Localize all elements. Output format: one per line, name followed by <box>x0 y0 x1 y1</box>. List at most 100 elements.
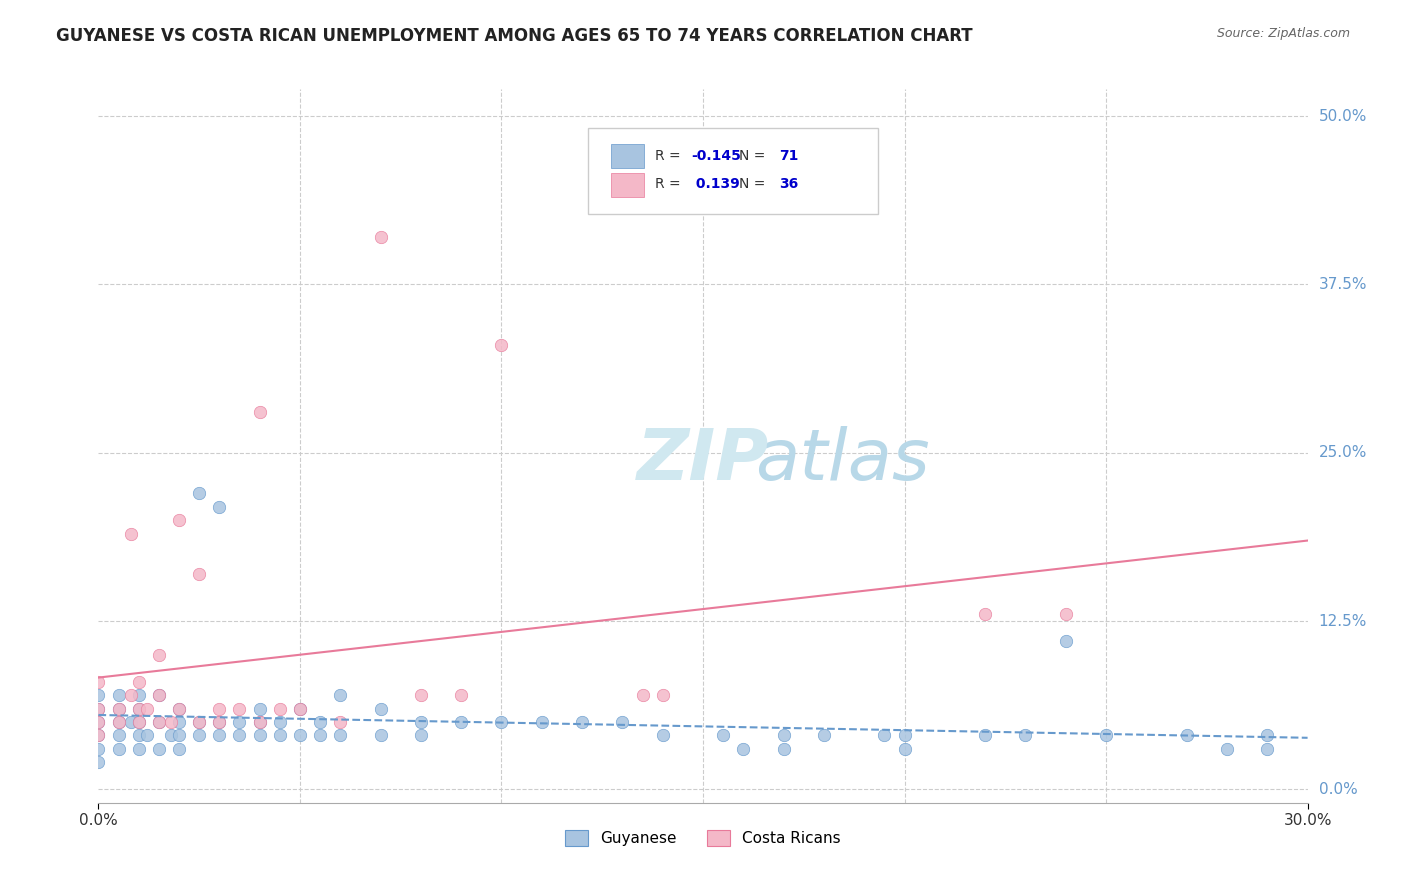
Point <box>409 688 432 702</box>
Point <box>167 513 190 527</box>
FancyBboxPatch shape <box>612 145 644 169</box>
Point <box>167 701 190 715</box>
Point <box>228 729 250 743</box>
Point <box>269 729 291 743</box>
Text: 50.0%: 50.0% <box>1319 109 1367 124</box>
Point <box>128 714 150 729</box>
Point <box>128 729 150 743</box>
Point <box>370 729 392 743</box>
Point <box>87 701 110 715</box>
Point <box>188 566 211 581</box>
Point <box>309 729 332 743</box>
Point <box>128 701 150 715</box>
Point <box>893 742 915 756</box>
Point <box>148 714 170 729</box>
Point <box>370 701 392 715</box>
Point <box>208 729 231 743</box>
Point <box>329 688 352 702</box>
Point <box>269 701 291 715</box>
Point <box>571 714 593 729</box>
Point <box>1054 634 1077 648</box>
FancyBboxPatch shape <box>612 173 644 197</box>
Point <box>491 338 513 352</box>
Point <box>813 729 835 743</box>
Text: 25.0%: 25.0% <box>1319 445 1367 460</box>
Point <box>249 405 271 419</box>
Text: GUYANESE VS COSTA RICAN UNEMPLOYMENT AMONG AGES 65 TO 74 YEARS CORRELATION CHART: GUYANESE VS COSTA RICAN UNEMPLOYMENT AMO… <box>56 27 973 45</box>
Point <box>530 714 553 729</box>
Text: 0.139: 0.139 <box>690 178 740 191</box>
Point <box>409 729 432 743</box>
Point <box>128 688 150 702</box>
Text: N =: N = <box>740 178 770 191</box>
Point <box>107 688 129 702</box>
Point <box>87 701 110 715</box>
Point <box>128 714 150 729</box>
Point <box>120 526 142 541</box>
Point <box>733 742 755 756</box>
Point <box>249 714 271 729</box>
Point <box>450 714 472 729</box>
Point <box>120 714 142 729</box>
Point <box>188 486 211 500</box>
Text: N =: N = <box>740 149 770 162</box>
Point <box>651 729 673 743</box>
Point <box>329 714 352 729</box>
Point <box>772 729 794 743</box>
Point <box>107 701 129 715</box>
Point <box>1256 742 1278 756</box>
Text: 37.5%: 37.5% <box>1319 277 1367 292</box>
Point <box>309 714 332 729</box>
Text: R =: R = <box>655 178 685 191</box>
Point <box>208 701 231 715</box>
Point <box>288 701 311 715</box>
Point <box>87 688 110 702</box>
Point <box>87 756 110 770</box>
Point <box>288 729 311 743</box>
Point <box>612 714 634 729</box>
Point <box>160 714 183 729</box>
Point <box>208 500 231 514</box>
Point <box>450 688 472 702</box>
Point <box>711 729 734 743</box>
Point <box>107 742 129 756</box>
Point <box>160 729 183 743</box>
Point <box>1095 729 1118 743</box>
Point <box>974 607 997 622</box>
Point <box>1054 607 1077 622</box>
Point <box>249 714 271 729</box>
Point <box>167 742 190 756</box>
Point <box>269 714 291 729</box>
Point <box>208 714 231 729</box>
Point <box>148 648 170 662</box>
Point <box>228 714 250 729</box>
Point <box>87 714 110 729</box>
Point <box>1256 729 1278 743</box>
Legend: Guyanese, Costa Ricans: Guyanese, Costa Ricans <box>560 824 846 852</box>
Text: 0.0%: 0.0% <box>1319 781 1357 797</box>
Point <box>107 714 129 729</box>
Point <box>409 714 432 729</box>
Point <box>120 688 142 702</box>
Point <box>107 714 129 729</box>
Text: 71: 71 <box>779 149 799 162</box>
FancyBboxPatch shape <box>588 128 879 214</box>
Point <box>249 729 271 743</box>
Point <box>128 742 150 756</box>
Point <box>107 729 129 743</box>
Point <box>135 729 157 743</box>
Point <box>873 729 896 743</box>
Point <box>249 701 271 715</box>
Point <box>772 742 794 756</box>
Point <box>148 688 170 702</box>
Point <box>167 714 190 729</box>
Text: Source: ZipAtlas.com: Source: ZipAtlas.com <box>1216 27 1350 40</box>
Point <box>148 742 170 756</box>
Point <box>370 230 392 244</box>
Point <box>329 729 352 743</box>
Point <box>974 729 997 743</box>
Point <box>87 729 110 743</box>
Text: atlas: atlas <box>755 425 929 495</box>
Text: ZIP: ZIP <box>637 425 769 495</box>
Point <box>491 714 513 729</box>
